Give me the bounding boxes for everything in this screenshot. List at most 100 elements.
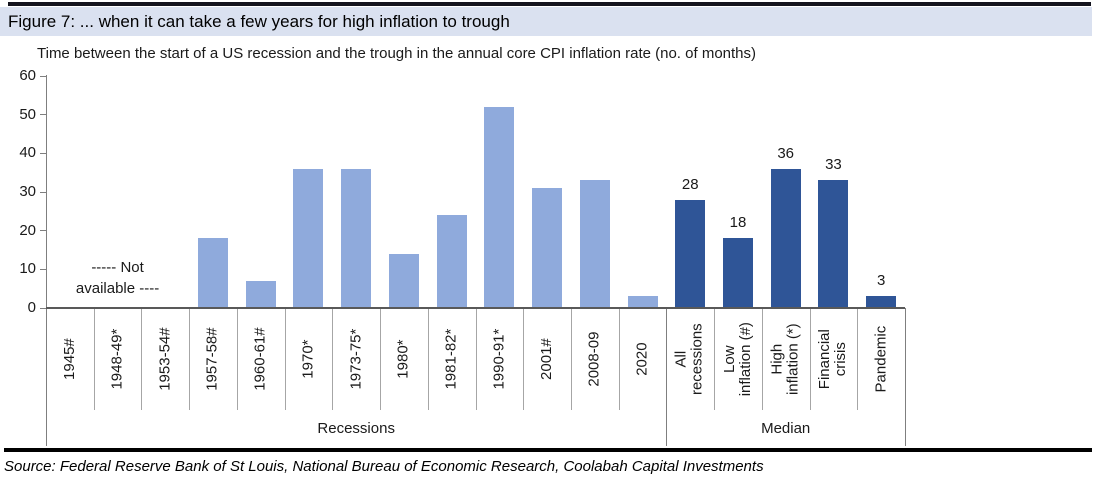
bar-value-label: 18	[729, 214, 747, 232]
category-separator	[809, 308, 811, 410]
y-axis-tick-label: 30	[19, 183, 36, 200]
group-label-median: Median	[761, 419, 811, 437]
category-label: Pandemic	[872, 325, 890, 393]
y-axis-line	[46, 75, 47, 446]
bar-1960-61#	[245, 280, 276, 308]
bar-value-label: 33	[825, 156, 842, 174]
category-cell: 1960-61#	[237, 312, 285, 406]
category-cell: 1981-82*	[428, 312, 476, 406]
bar-All-recessions	[675, 199, 706, 308]
category-cell: All recessions	[666, 312, 714, 406]
category-separator	[141, 308, 143, 410]
y-axis-tick	[40, 152, 46, 154]
bar-1973-75*	[341, 168, 372, 308]
category-cell: High inflation (*)	[762, 312, 810, 406]
group-right-edge	[905, 308, 906, 446]
bar-Low-inflation-(#)	[722, 238, 753, 308]
category-label: Low inflation (#)	[720, 321, 754, 397]
x-axis-line	[46, 307, 905, 309]
category-cell: Pandemic	[857, 312, 905, 406]
category-separator	[332, 308, 334, 410]
category-label: 1945#	[60, 338, 78, 380]
y-axis-tick	[40, 75, 46, 77]
category-separator	[857, 308, 859, 410]
category-separator	[523, 308, 525, 410]
category-separator	[570, 308, 572, 410]
category-cell: 1990-91*	[476, 312, 524, 406]
y-axis-tick-label: 10	[19, 260, 36, 278]
category-label: 1980*	[394, 339, 412, 379]
bar-Financial-crisis	[818, 180, 849, 308]
y-axis-tick	[40, 268, 46, 270]
y-axis-tick-label: 40	[19, 144, 36, 162]
category-label: 2008-09	[585, 331, 603, 387]
bar-2020	[627, 296, 658, 308]
y-axis-tick-label: 50	[19, 105, 36, 123]
bar-1970*	[293, 168, 324, 308]
category-separator	[284, 308, 286, 410]
chart-subtitle: Time between the start of a US recession…	[37, 45, 757, 62]
category-label: High inflation (*)	[768, 323, 802, 395]
bar-1980*	[388, 253, 419, 308]
not-available-annotation: ----- Not available ----	[75, 259, 160, 297]
figure-title-band: Figure 7: ... when it can take a few yea…	[0, 7, 1092, 36]
category-cell: 2008-09	[571, 312, 619, 406]
y-axis-tick	[40, 191, 46, 193]
bar-High-inflation-(*)	[770, 168, 801, 308]
category-separator	[618, 308, 620, 410]
bar-2008-09	[579, 180, 610, 308]
category-label: 1953-54#	[156, 327, 174, 391]
category-label: 1970*	[299, 339, 317, 379]
category-separator	[93, 308, 95, 410]
category-label: 1960-61#	[251, 327, 269, 391]
category-cell: 2020	[619, 312, 667, 406]
category-label: 2001#	[537, 338, 555, 380]
category-label: All recessions	[673, 323, 707, 395]
category-cell: 1980*	[380, 312, 428, 406]
y-axis-tick-label: 20	[19, 221, 36, 239]
figure-title: Figure 7: ... when it can take a few yea…	[8, 11, 510, 31]
category-cell: 1945#	[46, 312, 94, 406]
category-separator	[761, 308, 763, 410]
category-cell: 1970*	[285, 312, 333, 406]
category-cell: 2001#	[523, 312, 571, 406]
bar-1990-91*	[484, 106, 515, 308]
category-cell: 1957-58#	[189, 312, 237, 406]
y-axis-tick	[40, 230, 46, 232]
category-separator	[189, 308, 191, 410]
category-label: 2020	[633, 342, 651, 376]
category-cell: 1973-75*	[332, 312, 380, 406]
category-separator	[380, 308, 382, 410]
category-label: 1957-58#	[203, 327, 221, 391]
bar-value-label: 36	[777, 144, 795, 162]
category-label: 1990-91*	[490, 328, 508, 390]
top-rule	[8, 2, 1091, 6]
bar-1981-82*	[436, 215, 467, 308]
bar-Pandemic	[866, 296, 897, 308]
bottom-rule	[4, 448, 1092, 452]
bar-1957-58#	[198, 238, 229, 308]
bar-value-label: 28	[681, 175, 699, 193]
category-label: 1948-49*	[108, 328, 126, 390]
category-cell: 1953-54#	[141, 312, 189, 406]
y-axis-tick	[40, 307, 46, 309]
category-cell: 1948-49*	[94, 312, 142, 406]
category-cell: Low inflation (#)	[714, 312, 762, 406]
group-label-recessions: Recessions	[317, 419, 395, 437]
category-separator	[714, 308, 716, 410]
source-note: Source: Federal Reserve Bank of St Louis…	[4, 458, 764, 475]
category-label: Financial crisis	[816, 328, 850, 390]
category-label: 1981-82*	[442, 328, 460, 390]
category-separator	[475, 308, 477, 410]
category-label: 1973-75*	[347, 328, 365, 390]
y-axis-tick	[40, 114, 46, 116]
bar-2001#	[532, 188, 563, 308]
y-axis-tick-label: 60	[19, 67, 36, 84]
category-separator	[236, 308, 238, 410]
group-separator	[666, 308, 668, 446]
bar-value-label: 3	[876, 272, 886, 290]
category-cell: Financial crisis	[810, 312, 858, 406]
y-axis-tick-label: 0	[27, 299, 36, 316]
